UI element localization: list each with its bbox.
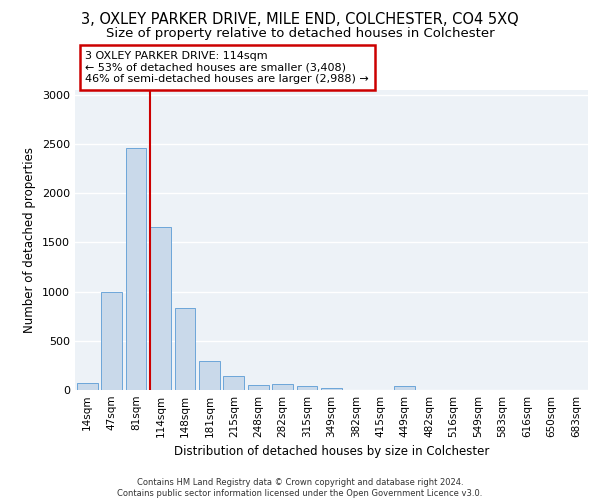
- Bar: [394, 386, 415, 390]
- Text: Size of property relative to detached houses in Colchester: Size of property relative to detached ho…: [106, 28, 494, 40]
- Bar: [248, 384, 269, 390]
- Text: Contains HM Land Registry data © Crown copyright and database right 2024.
Contai: Contains HM Land Registry data © Crown c…: [118, 478, 482, 498]
- Bar: [150, 226, 171, 390]
- Y-axis label: Number of detached properties: Number of detached properties: [23, 147, 37, 333]
- Bar: [296, 386, 317, 390]
- Bar: [125, 148, 146, 390]
- Bar: [101, 292, 122, 390]
- Bar: [272, 384, 293, 390]
- Bar: [321, 388, 342, 390]
- Bar: [77, 382, 98, 390]
- Bar: [223, 376, 244, 390]
- Text: 3 OXLEY PARKER DRIVE: 114sqm
← 53% of detached houses are smaller (3,408)
46% of: 3 OXLEY PARKER DRIVE: 114sqm ← 53% of de…: [85, 51, 369, 84]
- Text: 3, OXLEY PARKER DRIVE, MILE END, COLCHESTER, CO4 5XQ: 3, OXLEY PARKER DRIVE, MILE END, COLCHES…: [81, 12, 519, 28]
- Bar: [175, 308, 196, 390]
- X-axis label: Distribution of detached houses by size in Colchester: Distribution of detached houses by size …: [174, 446, 489, 458]
- Bar: [199, 361, 220, 390]
